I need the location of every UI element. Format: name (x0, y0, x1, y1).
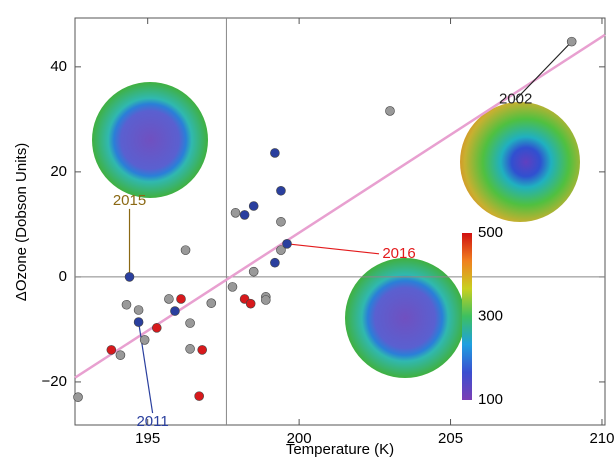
y-tick-label: 0 (59, 268, 67, 285)
x-tick-label: 200 (287, 430, 312, 447)
fit-line (74, 33, 606, 379)
point (73, 392, 83, 402)
point (385, 106, 395, 116)
point (270, 257, 280, 268)
colorbar-tick-label: 300 (478, 307, 503, 324)
point (260, 295, 271, 305)
point (248, 266, 259, 277)
point (139, 335, 150, 345)
point (121, 299, 132, 310)
y-tick-label: 40 (50, 58, 67, 75)
point (276, 216, 286, 227)
annotation: 2016 (382, 245, 415, 262)
point (197, 345, 207, 355)
point (276, 185, 286, 196)
point (176, 294, 186, 304)
annotation: 2015 (113, 192, 146, 209)
annotation: 2002 (499, 91, 532, 108)
point (170, 306, 180, 316)
point (248, 201, 259, 211)
point (230, 208, 241, 218)
point (276, 245, 286, 255)
ozone-globe (345, 258, 465, 378)
point (124, 272, 135, 282)
y-axis-label: ΔOzone (Dobson Units) (13, 143, 30, 301)
point (151, 323, 162, 333)
point (282, 239, 292, 249)
point (245, 298, 256, 309)
point (185, 318, 195, 328)
x-tick-label: 210 (589, 430, 614, 447)
point (164, 294, 174, 304)
colorbar-tick-label: 100 (478, 391, 503, 408)
x-axis-label: Temperature (K) (286, 441, 394, 458)
ozone-globe (460, 102, 580, 222)
annotation-leader (286, 243, 380, 255)
y-tick-label: 20 (50, 163, 67, 180)
annotation: 2011 (136, 413, 168, 430)
point (133, 317, 144, 327)
ozone-globe (92, 82, 208, 198)
point (185, 344, 195, 354)
annotation-leader (515, 41, 573, 101)
plot-frame (74, 17, 606, 426)
colorbar (462, 233, 472, 400)
point (106, 345, 117, 355)
colorbar-tick-label: 500 (478, 224, 503, 241)
point (115, 350, 126, 360)
point (133, 305, 144, 315)
y-tick-label: −20 (42, 373, 67, 390)
point (239, 210, 250, 220)
point (194, 391, 204, 401)
point (180, 245, 191, 255)
x-tick-label: 195 (135, 430, 160, 447)
point (227, 282, 238, 292)
point (566, 36, 577, 47)
x-tick-label: 205 (438, 430, 463, 447)
point (206, 298, 217, 308)
point (270, 148, 280, 158)
